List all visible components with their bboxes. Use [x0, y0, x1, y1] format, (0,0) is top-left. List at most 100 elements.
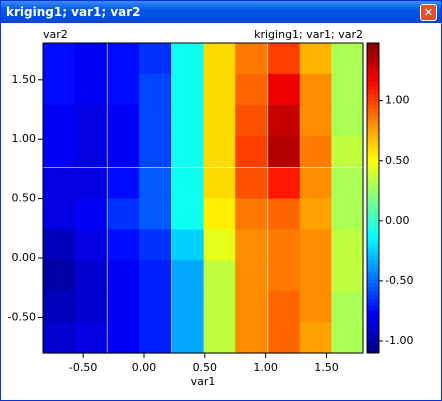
colorbar-segment — [367, 97, 379, 102]
y-tick-label: 0.50 — [12, 192, 37, 205]
colorbar-segment — [367, 43, 379, 48]
heatmap-cell — [74, 198, 107, 231]
colorbar-segment — [367, 178, 379, 183]
heatmap-cell — [74, 135, 107, 168]
chart: var2 kriging1; var1; var2 var1 -0.50 0.00… — [8, 28, 414, 388]
heatmap-cell — [171, 322, 205, 354]
colorbar-segment — [367, 108, 379, 114]
heatmap-cell — [107, 167, 140, 200]
colorbar-segment — [367, 345, 379, 350]
heatmap-cell — [203, 43, 236, 75]
heatmap-cell — [107, 73, 140, 106]
colorbar-segment — [367, 128, 379, 133]
colorbar-segment — [367, 302, 379, 307]
heatmap-cell — [171, 229, 205, 261]
colorbar-segment — [367, 58, 379, 63]
colorbar-segment — [367, 85, 379, 90]
colorbar-tick-label: 1.00 — [385, 94, 410, 107]
heatmap-cell — [299, 135, 332, 168]
heatmap-cell — [171, 167, 205, 200]
colorbar-segment — [367, 229, 379, 234]
colorbar-segment — [367, 256, 379, 261]
heatmap-cell — [139, 291, 172, 323]
heatmap-cell — [331, 198, 364, 231]
heatmap-cell — [139, 104, 172, 137]
heatmap-cell — [299, 73, 332, 106]
colorbar-segment — [367, 190, 379, 195]
heatmap-cell — [331, 73, 364, 106]
heatmap-cell — [299, 198, 332, 231]
heatmap-cell — [268, 135, 301, 168]
heatmap-cell — [107, 291, 140, 323]
heatmap-cell — [171, 260, 205, 292]
heatmap-cell — [43, 73, 76, 106]
heatmap-cell — [43, 135, 76, 168]
y-tick-label: -0.50 — [8, 310, 36, 323]
colorbar-segment — [367, 279, 379, 284]
heatmap-cell — [139, 43, 172, 75]
heatmap-cell — [331, 104, 364, 137]
colorbar-segment — [367, 240, 379, 245]
heatmap-cell — [235, 73, 268, 106]
y-tick-label: 1.00 — [12, 132, 37, 145]
heatmap-cell — [331, 43, 364, 75]
heatmap-cell — [107, 135, 140, 168]
heatmap-cell — [107, 322, 140, 354]
colorbar-segment — [367, 132, 379, 137]
colorbar-segment — [367, 50, 379, 56]
colorbar-segment — [367, 263, 379, 269]
colorbar-segment — [367, 322, 379, 327]
heatmap-cell — [43, 167, 76, 200]
y-tick-label: 0.00 — [12, 251, 37, 264]
colorbar-segment — [367, 124, 379, 129]
heatmap-cell — [203, 167, 236, 200]
heatmap-cell — [299, 43, 332, 75]
heatmap-cell — [107, 229, 140, 261]
heatmap-cell — [299, 291, 332, 323]
colorbar-frame — [366, 42, 380, 354]
heatmap-cell — [171, 291, 205, 323]
colorbar-segment — [367, 225, 379, 230]
heatmap-cell — [74, 260, 107, 292]
colorbar-segment — [367, 105, 379, 110]
heatmap-cell — [139, 135, 172, 168]
plot-frame — [42, 42, 364, 354]
heatmap-cell — [235, 198, 268, 231]
heatmap-cell — [139, 229, 172, 261]
heatmap-cell — [74, 43, 107, 75]
x-tick-label: 1.50 — [314, 361, 339, 374]
close-button[interactable]: ✕ — [420, 4, 437, 21]
colorbar-segment — [367, 306, 379, 311]
heatmap-cell — [171, 73, 205, 106]
heatmap-cell — [203, 104, 236, 137]
heatmap-cell — [171, 43, 205, 75]
colorbar-segment — [367, 201, 379, 207]
colorbar-segment — [367, 271, 379, 276]
heatmap-cell — [74, 322, 107, 354]
heatmap-cell — [203, 198, 236, 231]
colorbar-segment — [367, 77, 379, 83]
heatmap-cell — [107, 43, 140, 75]
colorbar-segment — [367, 163, 379, 168]
colorbar-segment — [367, 260, 379, 265]
heatmap-cell — [74, 73, 107, 106]
colorbar-segment — [367, 298, 379, 304]
colorbar-segment — [367, 139, 379, 145]
heatmap-cell — [43, 260, 76, 292]
colorbar-segment — [367, 221, 379, 226]
colorbar-segment — [367, 182, 379, 187]
colorbar-tick-label: -1.00 — [385, 334, 413, 347]
title-bar: kriging1; var1; var2 — [1, 1, 441, 23]
colorbar-segment — [367, 325, 379, 331]
heatmap-cell — [235, 322, 268, 354]
heatmap-cell — [299, 260, 332, 292]
heatmap-cell — [268, 291, 301, 323]
heatmap-cell — [107, 198, 140, 231]
heatmap-cell — [235, 104, 268, 137]
heatmap-cell — [235, 260, 268, 292]
heatmap-cell — [235, 135, 268, 168]
heatmap-cell — [107, 104, 140, 137]
heatmap-cell — [268, 73, 301, 106]
colorbar-segment — [367, 314, 379, 319]
